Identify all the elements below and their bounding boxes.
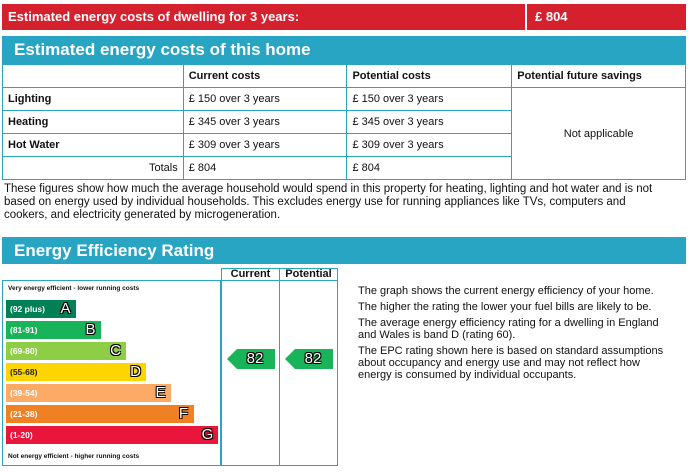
band-letter: B [85,321,96,338]
potential-column [279,268,338,466]
band-letter: A [60,300,71,317]
costs-section-title: Estimated energy costs of this home [2,36,686,64]
band-range: (92 plus) [10,304,45,314]
band-range: (39-54) [10,388,38,398]
totals-label: Totals [2,156,184,180]
current-column-header: Current [221,268,280,281]
totals-row: Totals £ 804 £ 804 [2,156,686,180]
table-row: Hot Water £ 309 over 3 years £ 309 over … [2,133,686,157]
bands-frame [2,280,221,466]
rating-value: 82 [246,350,264,367]
potential-cost: £ 309 over 3 years [346,133,513,157]
band-range: (81-91) [10,325,38,335]
current-cost: £ 345 over 3 years [182,110,348,134]
row-label: Heating [2,110,184,134]
rating-band-b: (81-91) B [6,321,101,339]
header-potential-costs: Potential costs [346,64,513,88]
band-range: (69-80) [10,346,38,356]
current-rating-pointer: 82 [227,349,275,369]
efficient-note: Very energy efficient - lower running co… [8,285,140,292]
total-cost-value: £ 804 [535,9,568,24]
explanation-paragraph: The EPC rating shown here is based on st… [358,345,664,381]
band-range: (55-68) [10,367,38,377]
future-savings-value: Not applicable [511,87,686,180]
table-row: Heating £ 345 over 3 years £ 345 over 3 … [2,110,686,134]
totals-potential: £ 804 [346,156,513,180]
costs-note: These figures show how much the average … [4,183,653,221]
rating-value: 82 [304,350,322,367]
band-range: (21-38) [10,409,38,419]
header-empty [2,64,184,88]
totals-current: £ 804 [182,156,348,180]
costs-header-row: Current costs Potential costs Potential … [2,64,686,88]
rating-band-e: (39-54) E [6,384,171,402]
energy-rating-chart: Current Potential Very energy efficient … [2,268,338,466]
inefficient-note: Not energy efficient - higher running co… [8,453,140,460]
header-current-costs: Current costs [182,64,348,88]
banner-divider [525,4,527,30]
rating-band-a: (92 plus) A [6,300,76,318]
header-future-savings: Potential future savings [511,64,686,88]
rating-band-g: (1-20) G [6,426,218,444]
potential-rating-pointer: 82 [285,349,333,369]
total-cost-banner: Estimated energy costs of dwelling for 3… [2,4,686,30]
band-letter: G [201,426,214,443]
band-letter: D [130,363,141,380]
current-cost: £ 150 over 3 years [182,87,348,111]
explanation-paragraph: The higher the rating the lower your fue… [358,301,652,313]
explanation-paragraph: The graph shows the current energy effic… [358,285,654,297]
potential-cost: £ 150 over 3 years [346,87,513,111]
rating-explanation: The graph shows the current energy effic… [358,285,676,385]
band-letter: C [110,342,121,359]
rating-section-title: Energy Efficiency Rating [2,237,686,264]
band-range: (1-20) [10,430,33,440]
current-cost: £ 309 over 3 years [182,133,348,157]
rating-band-c: (69-80) C [6,342,126,360]
band-letter: E [155,384,166,401]
rating-band-d: (55-68) D [6,363,146,381]
costs-table: Current costs Potential costs Potential … [2,64,686,180]
row-label: Hot Water [2,133,184,157]
explanation-paragraph: The average energy efficiency rating for… [358,317,659,341]
band-letter: F [178,405,189,422]
potential-column-header: Potential [279,268,338,281]
rating-band-f: (21-38) F [6,405,194,423]
row-label: Lighting [2,87,184,111]
potential-cost: £ 345 over 3 years [346,110,513,134]
table-row: Lighting £ 150 over 3 years £ 150 over 3… [2,87,686,180]
total-cost-label: Estimated energy costs of dwelling for 3… [8,9,300,24]
